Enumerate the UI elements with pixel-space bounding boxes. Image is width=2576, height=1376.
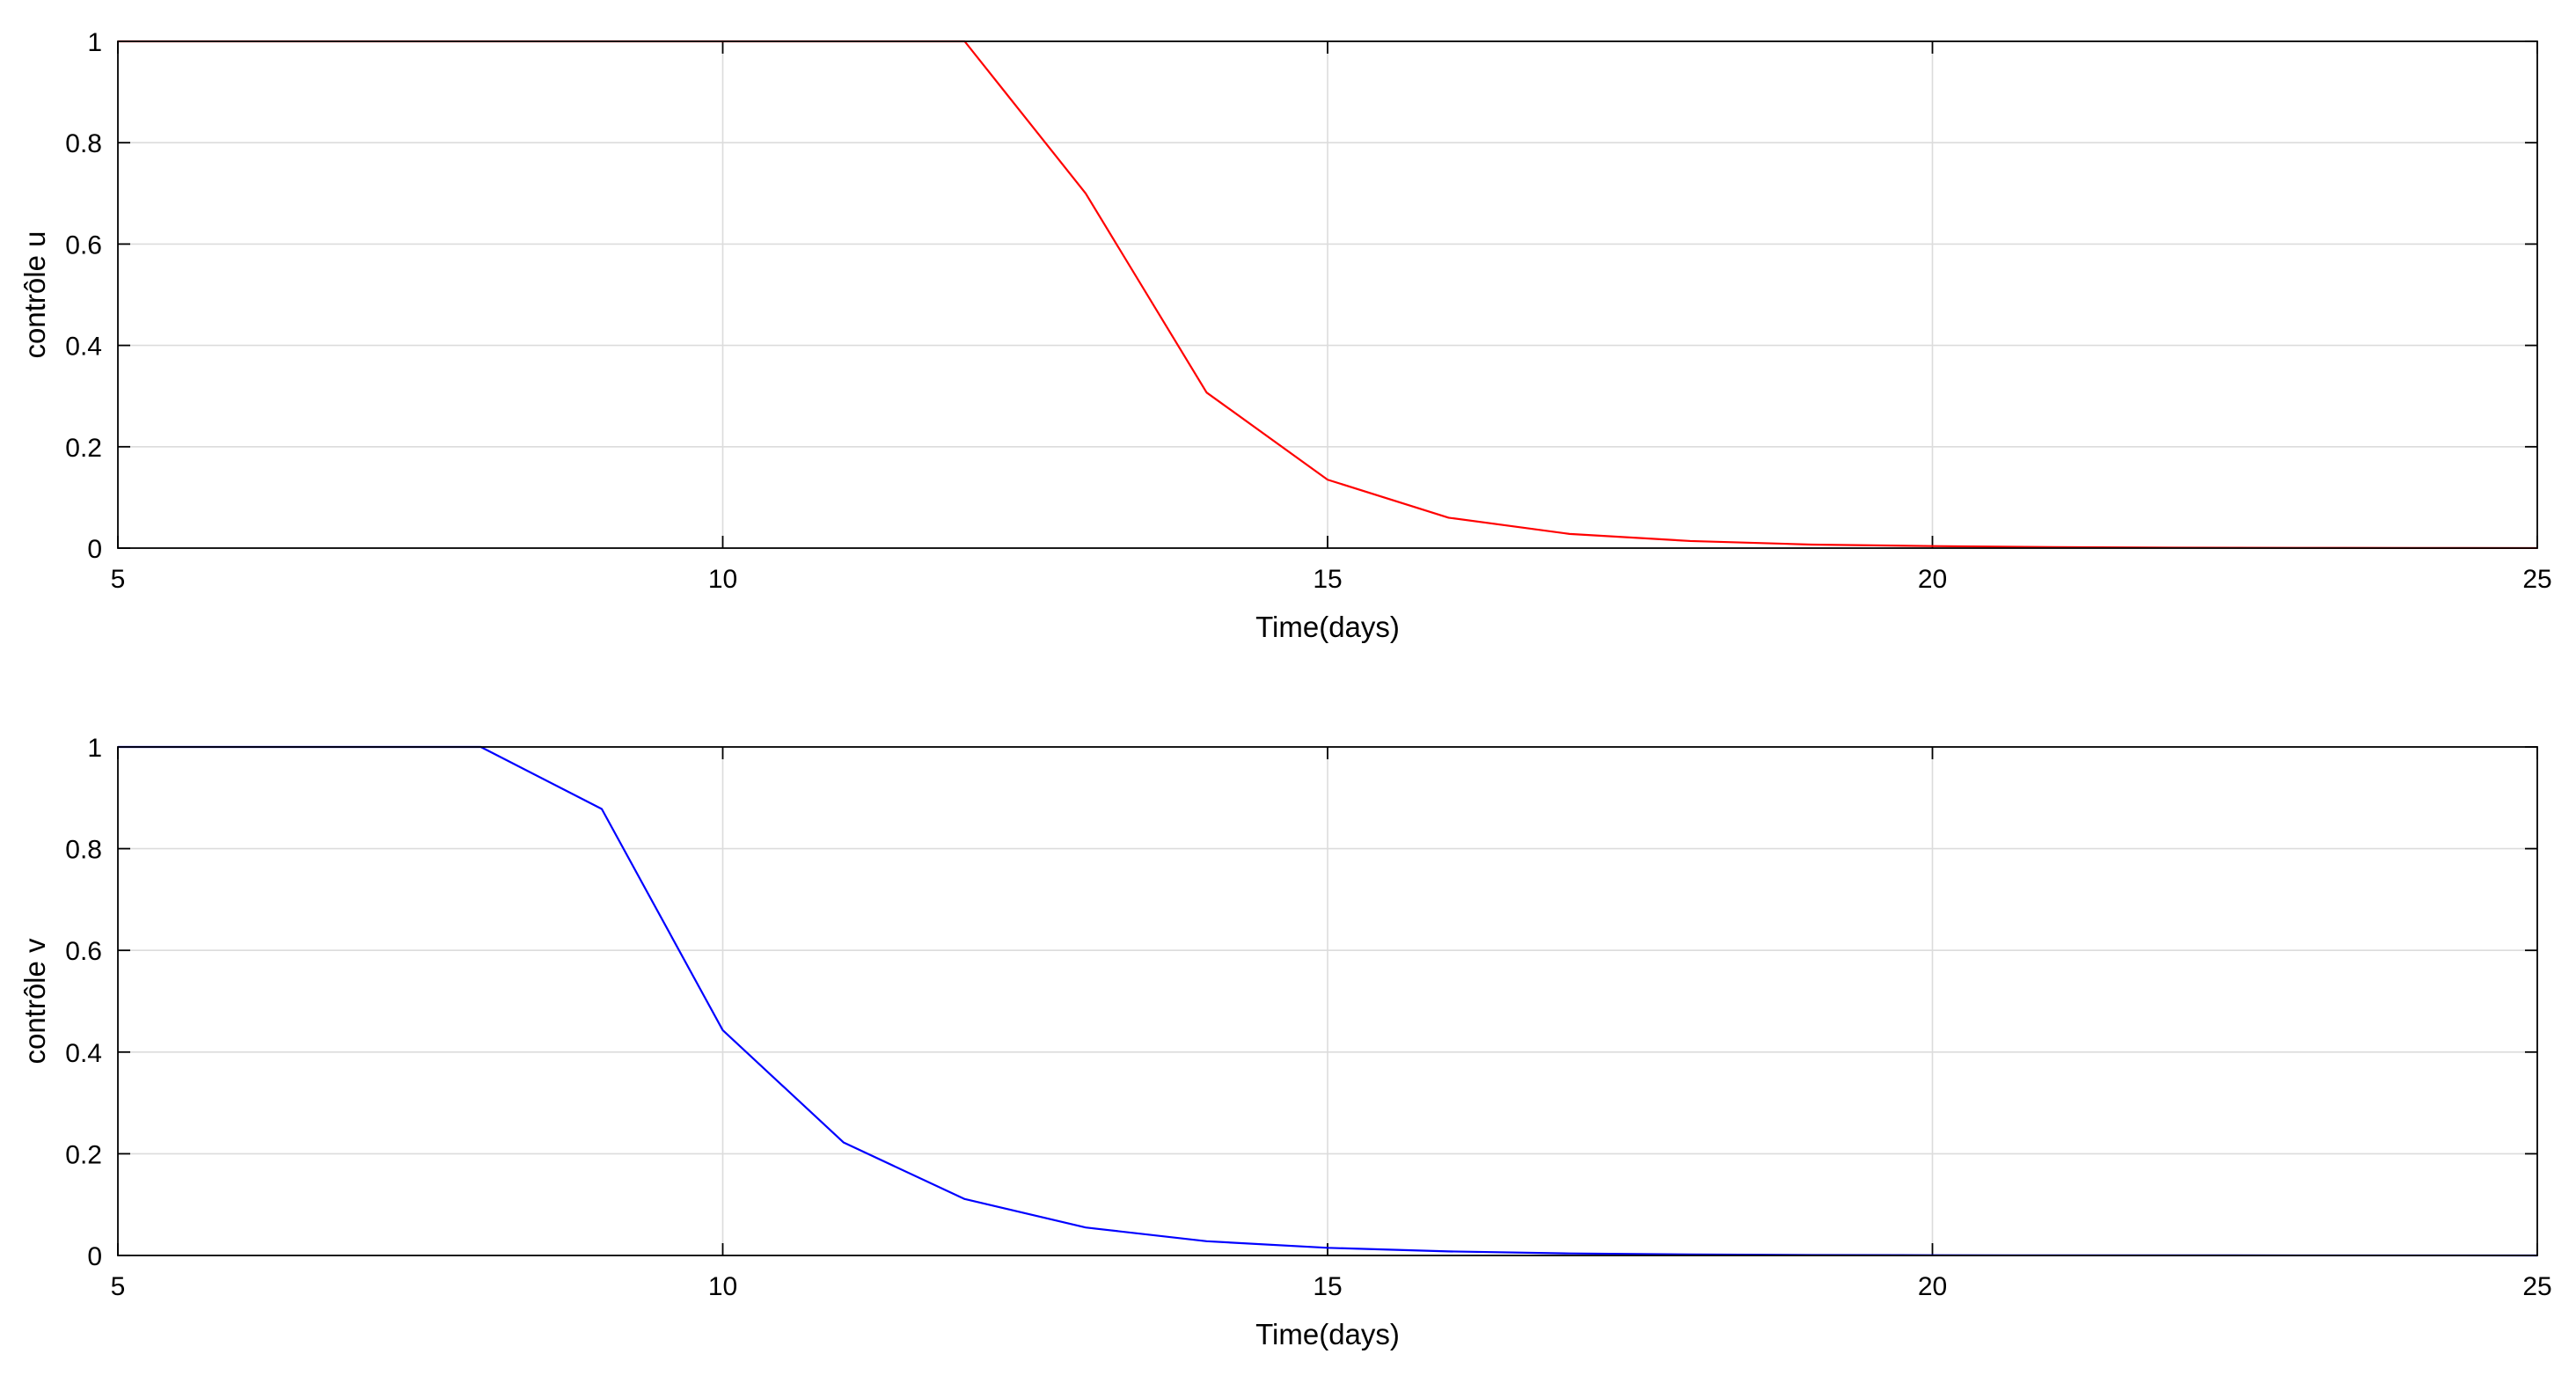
- axes-box-u: [117, 40, 2538, 549]
- grid-v: [118, 747, 2537, 1255]
- x-tick-label-v: 25: [2522, 1272, 2551, 1301]
- x-tick-label-u: 15: [1313, 565, 1342, 594]
- y-tick-label-u: 0.4: [65, 333, 102, 362]
- ticks-u: 5 10 15 20 25 0 0.2 0.4 0.6 0.8 1: [65, 28, 2551, 594]
- x-tick-label-u: 10: [708, 565, 737, 594]
- x-tick-label-v: 10: [708, 1272, 737, 1301]
- x-tick-label-u: 5: [111, 565, 126, 594]
- y-tick-label-u: 1: [87, 28, 102, 57]
- x-tick-label-v: 20: [1918, 1272, 1947, 1301]
- subplot-u: 5 10 15 20 25 0 0.2 0.4 0.6 0.8 1 Time(days) contr…: [18, 28, 2552, 643]
- x-axis-label-v: Time(days): [1255, 1318, 1400, 1350]
- y-tick-label-u: 0.2: [65, 434, 102, 463]
- grid-u: [118, 41, 2537, 548]
- y-tick-label-u: 0.8: [65, 129, 102, 158]
- y-tick-label-v: 0.8: [65, 836, 102, 865]
- x-tick-label-u: 20: [1918, 565, 1947, 594]
- ticks-v: 5 10 15 20 25 0 0.2 0.4 0.6 0.8 1: [65, 734, 2551, 1301]
- axes-box-v: [117, 746, 2538, 1256]
- y-tick-label-v: 0.2: [65, 1140, 102, 1169]
- x-axis-label-u: Time(days): [1255, 611, 1400, 643]
- y-tick-label-v: 1: [87, 734, 102, 763]
- subplot-v: 5 10 15 20 25 0 0.2 0.4 0.6 0.8 1 Time(days) contr…: [18, 734, 2552, 1350]
- x-tick-label-v: 5: [111, 1272, 126, 1301]
- y-tick-label-u: 0: [87, 535, 102, 564]
- y-axis-label-u: contrôle u: [18, 231, 51, 359]
- y-axis-label-v: contrôle v: [18, 938, 51, 1065]
- x-tick-label-v: 15: [1313, 1272, 1342, 1301]
- y-tick-label-v: 0.4: [65, 1039, 102, 1068]
- y-tick-label-u: 0.6: [65, 231, 102, 260]
- y-tick-label-v: 0.6: [65, 937, 102, 966]
- x-tick-label-u: 25: [2522, 565, 2551, 594]
- y-tick-label-v: 0: [87, 1242, 102, 1271]
